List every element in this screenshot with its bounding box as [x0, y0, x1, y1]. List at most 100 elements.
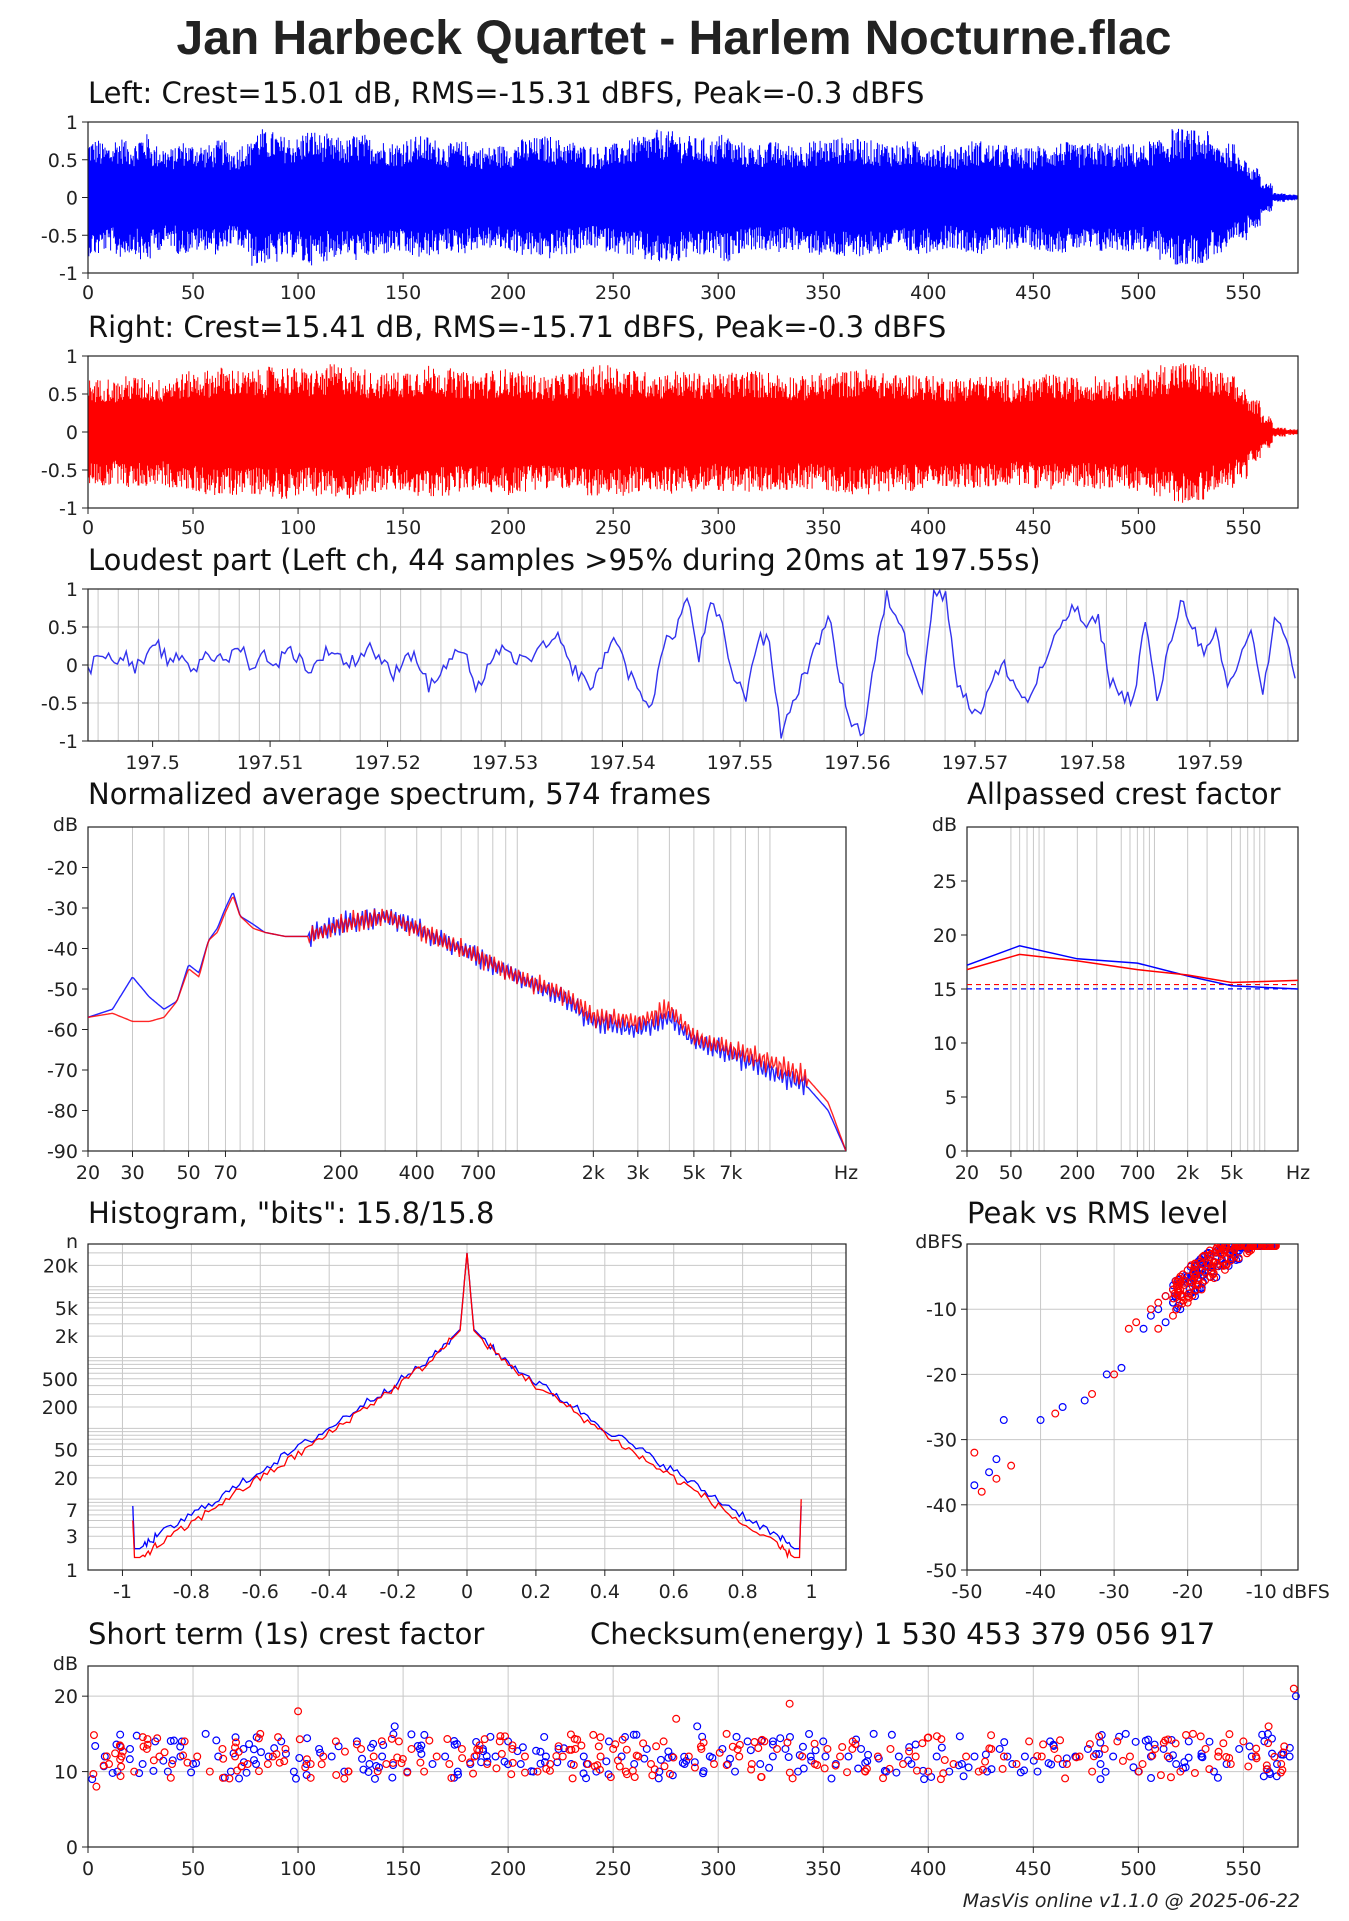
- y-tick-label: -30: [926, 1430, 957, 1452]
- y-axis-label: n: [66, 1231, 78, 1253]
- crest-point-L: [658, 1756, 665, 1763]
- crest-point-L: [769, 1753, 776, 1760]
- crest-point-R: [786, 1700, 793, 1707]
- crest-point-R: [150, 1757, 157, 1764]
- crest-point-R: [282, 1746, 289, 1753]
- crest-point-L: [777, 1735, 784, 1742]
- crest-point-R: [1120, 1758, 1127, 1765]
- crest-point-R: [264, 1761, 271, 1768]
- crest-point-R: [333, 1772, 340, 1779]
- x-tick-label: 197.59: [1177, 752, 1243, 774]
- x-tick-label: 0.2: [521, 1581, 551, 1603]
- short-crest-plot: 05010015020025030035040045050055001020dB: [53, 1653, 1299, 1880]
- scatter-point-R: [1089, 1391, 1096, 1398]
- y-tick-label: -0.5: [41, 460, 78, 482]
- x-tick-label: 150: [385, 282, 421, 304]
- crest-point-R: [459, 1746, 466, 1753]
- y-tick-label: 0: [66, 188, 78, 210]
- crest-point-L: [655, 1775, 662, 1782]
- x-tick-label: 100: [280, 282, 316, 304]
- y-tick-label: -70: [47, 1060, 78, 1082]
- allpass-panel: Allpassed crest factor 20502007002k5kHz0…: [932, 777, 1310, 1184]
- loudest-part-plot: 197.5197.51197.52197.53197.54197.55197.5…: [41, 579, 1298, 774]
- crest-point-R: [1183, 1732, 1190, 1739]
- crest-point-L: [389, 1774, 396, 1781]
- x-tick-label: 200: [490, 517, 526, 539]
- y-tick-label: 15: [933, 979, 957, 1001]
- crest-point-L: [1148, 1775, 1155, 1782]
- crest-point-R: [1253, 1745, 1260, 1752]
- spectrum-panel: Normalized average spectrum, 574 frames …: [47, 777, 858, 1184]
- y-tick-label: 50: [54, 1440, 78, 1462]
- crest-point-R: [444, 1736, 451, 1743]
- x-tick-label: 150: [385, 517, 421, 539]
- x-tick-label: 50: [181, 282, 205, 304]
- scatter-point-R: [993, 1475, 1000, 1482]
- crest-point-L: [1097, 1776, 1104, 1783]
- x-unit-label: Hz: [1286, 1162, 1310, 1184]
- crest-point-L: [960, 1773, 967, 1780]
- crest-point-L: [519, 1744, 526, 1751]
- crest-point-R: [342, 1748, 349, 1755]
- crest-point-L: [1173, 1761, 1180, 1768]
- crest-point-L: [372, 1775, 379, 1782]
- crest-point-R: [91, 1732, 98, 1739]
- short-crest-title: Short term (1s) crest factor: [88, 1617, 484, 1651]
- x-tick-label: -1: [113, 1581, 132, 1603]
- crest-point-L: [757, 1761, 764, 1768]
- x-tick-label: 150: [385, 1858, 421, 1880]
- x-tick-label: 70: [213, 1162, 237, 1184]
- crest-point-R: [426, 1737, 433, 1744]
- x-tick-label: 0: [82, 517, 94, 539]
- crest-point-L: [766, 1764, 773, 1771]
- crest-point-L: [421, 1732, 428, 1739]
- crest-point-R: [219, 1746, 226, 1753]
- crest-point-L: [733, 1733, 740, 1740]
- x-tick-label: 197.57: [942, 752, 1008, 774]
- crest-point-L: [938, 1744, 945, 1751]
- crest-point-R: [821, 1765, 828, 1772]
- x-tick-label: 200: [490, 1858, 526, 1880]
- x-tick-label: 197.5: [125, 752, 179, 774]
- x-tick-label: 550: [1225, 282, 1261, 304]
- crest-point-R: [919, 1740, 926, 1747]
- y-tick-label: 5k: [55, 1298, 78, 1320]
- crest-point-L: [580, 1753, 587, 1760]
- crest-point-L: [246, 1741, 253, 1748]
- crest-point-R: [1101, 1746, 1108, 1753]
- loudest-trace: [88, 590, 1295, 738]
- scatter-point-R: [971, 1449, 978, 1456]
- spectrum-plot: 203050702004007002k3k5k7kHz-20-30-40-50-…: [47, 814, 858, 1184]
- crest-point-R: [723, 1730, 730, 1737]
- crest-point-R: [1057, 1737, 1064, 1744]
- scatter-point-L: [1162, 1319, 1169, 1326]
- crest-point-L: [828, 1775, 835, 1782]
- x-tick-label: 700: [1119, 1162, 1155, 1184]
- crest-point-R: [623, 1746, 630, 1753]
- crest-point-L: [117, 1731, 124, 1738]
- y-tick-label: -20: [926, 1364, 957, 1386]
- scatter-point-R: [1052, 1410, 1059, 1417]
- crest-point-L: [800, 1765, 807, 1772]
- crest-point-R: [446, 1761, 453, 1768]
- x-tick-label: 197.54: [589, 752, 655, 774]
- crest-point-R: [711, 1761, 718, 1768]
- right-waveform-plot: 05010015020025030035040045050055010.50-0…: [41, 346, 1298, 539]
- crest-point-R: [398, 1760, 405, 1767]
- crest-point-L: [864, 1758, 871, 1765]
- crest-point-L: [747, 1747, 754, 1754]
- scatter-point-L: [1140, 1325, 1147, 1332]
- crest-point-R: [194, 1753, 201, 1760]
- crest-point-L: [1145, 1736, 1152, 1743]
- crest-point-R: [963, 1753, 970, 1760]
- x-tick-label: -50: [951, 1581, 982, 1603]
- crest-point-R: [276, 1759, 283, 1766]
- left-waveform-panel: Left: Crest=15.01 dB, RMS=-15.31 dBFS, P…: [41, 76, 1298, 304]
- crest-point-R: [481, 1736, 488, 1743]
- x-tick-label: 350: [805, 282, 841, 304]
- crest-point-L: [1022, 1753, 1029, 1760]
- x-tick-label: -10: [1246, 1581, 1277, 1603]
- crest-point-R: [980, 1766, 987, 1773]
- x-tick-label: 500: [1120, 517, 1156, 539]
- crest-point-R: [341, 1775, 348, 1782]
